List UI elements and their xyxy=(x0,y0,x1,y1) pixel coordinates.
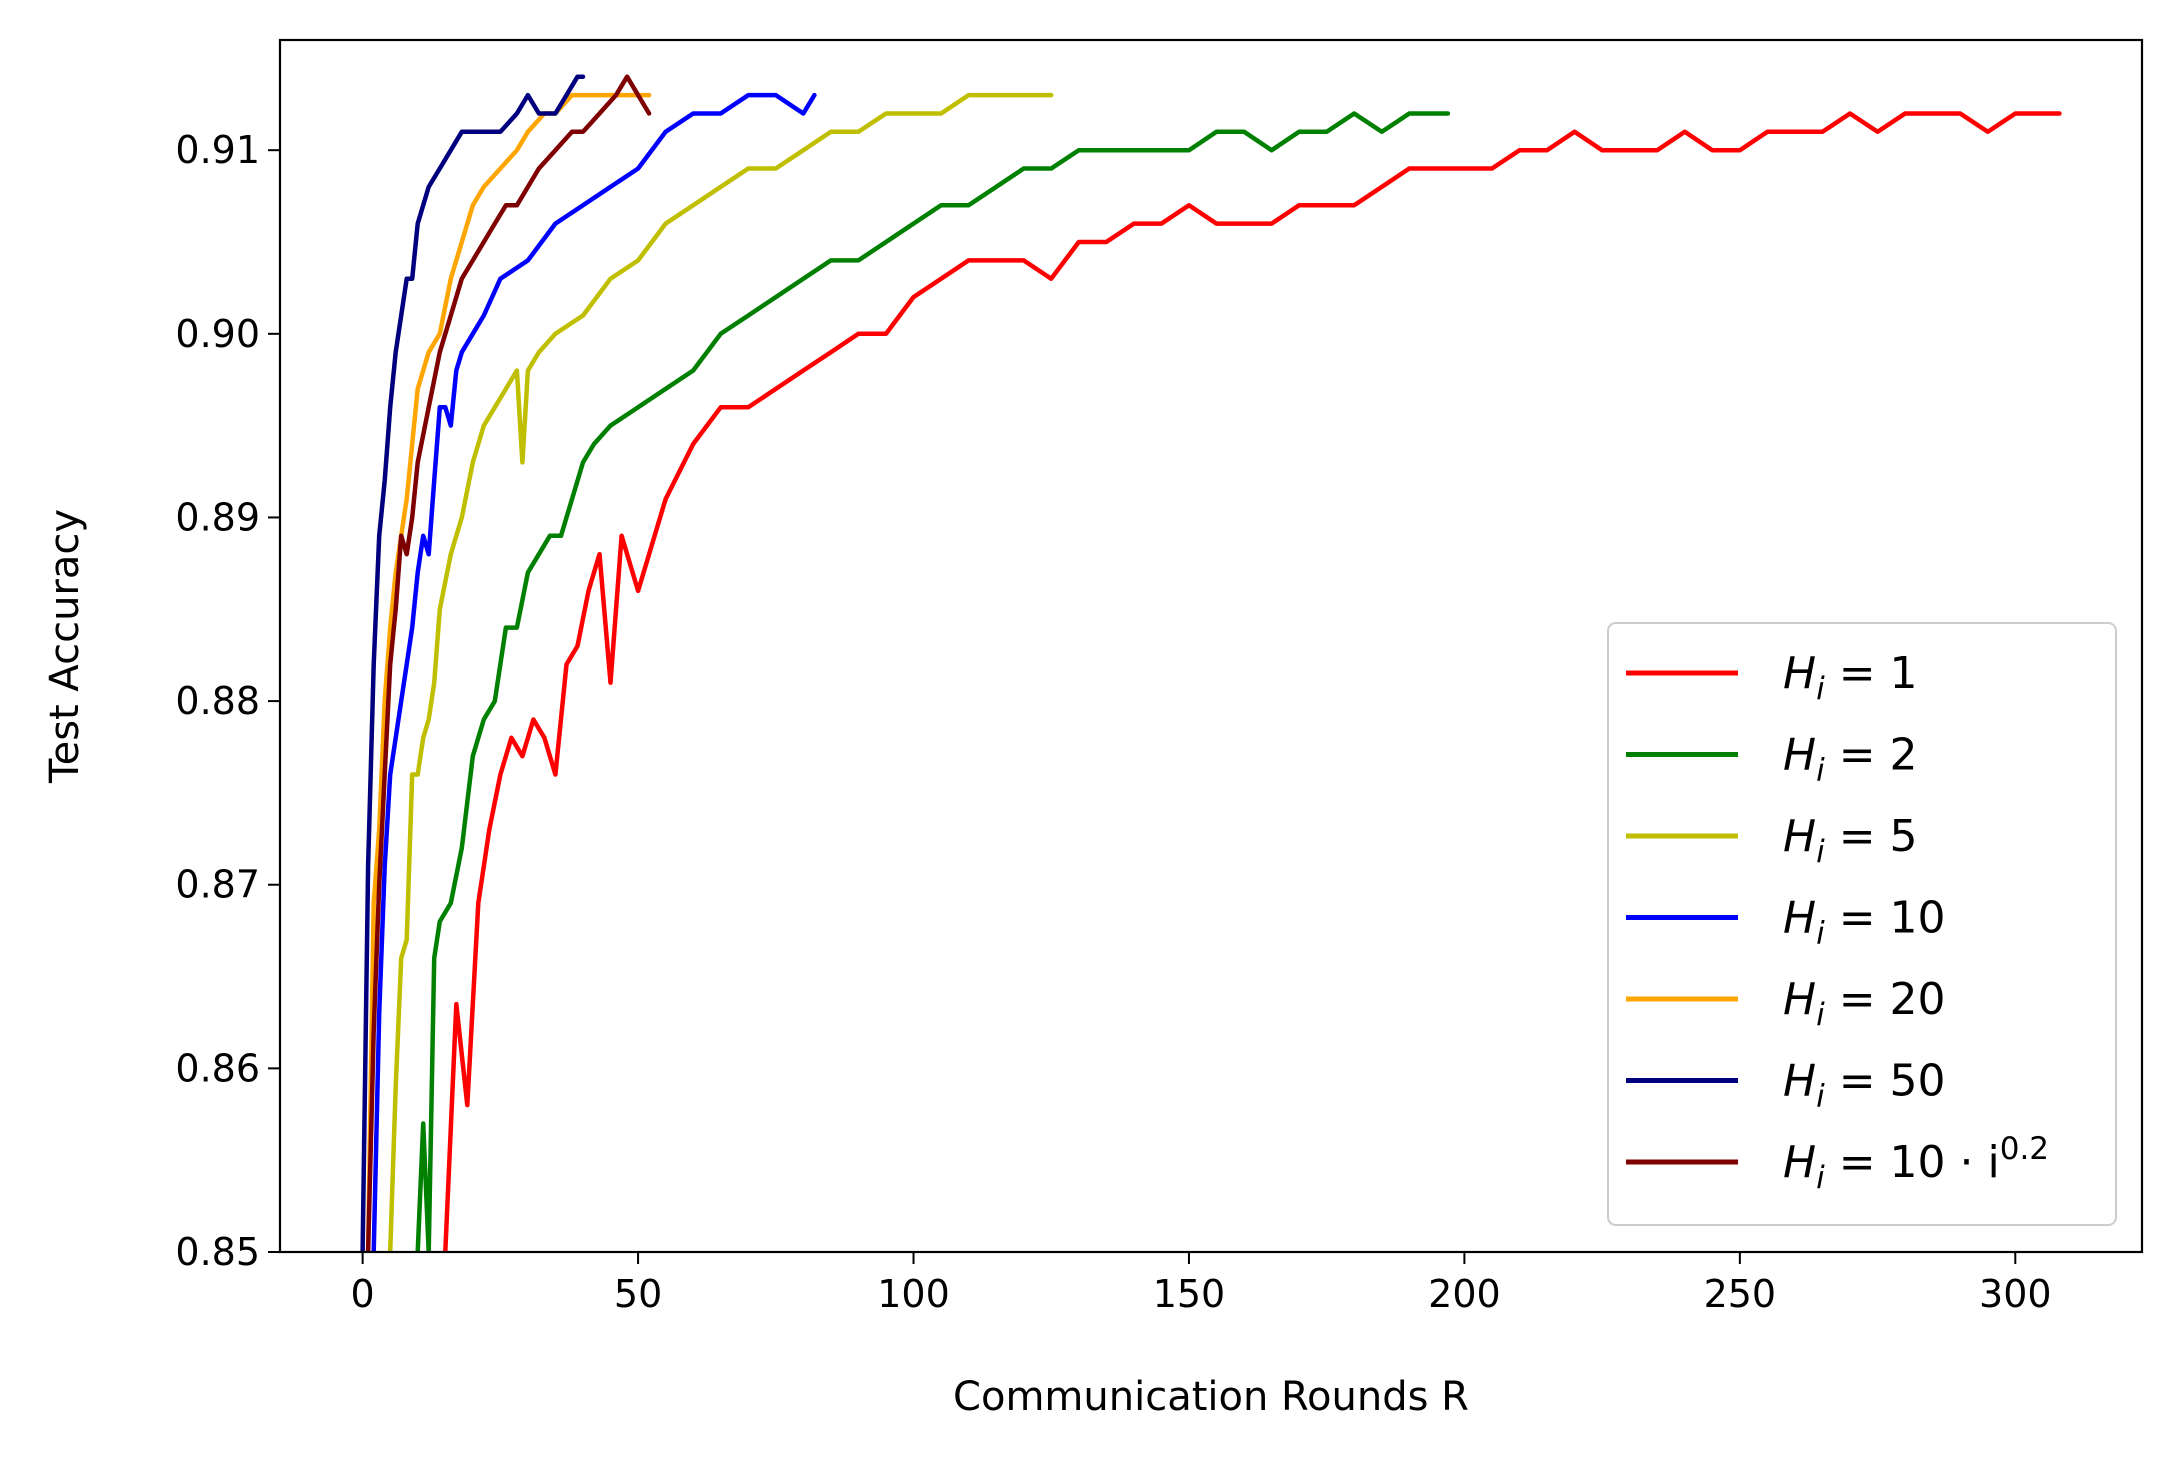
legend-label: Hi = 10 xyxy=(1783,893,1946,952)
series-line-5 xyxy=(360,74,586,1252)
x-tick-label: 200 xyxy=(1428,1272,1501,1316)
series-line-1 xyxy=(415,111,1451,1252)
x-tick-label: 0 xyxy=(351,1272,375,1316)
legend: Hi = 1 Hi = 2 Hi = 5 Hi = 10 Hi = 20 Hi = 50 H… xyxy=(1607,622,2117,1226)
y-tick-label: 0.89 xyxy=(175,495,260,539)
series-line-4 xyxy=(365,92,652,1252)
x-tick-label: 50 xyxy=(614,1272,662,1316)
x-tick-label: 250 xyxy=(1704,1272,1777,1316)
legend-item: Hi = 20 xyxy=(1626,974,1946,1033)
legend-label: Hi = 20 xyxy=(1783,974,1946,1033)
legend-item: Hi = 50 xyxy=(1626,1056,1946,1115)
x-tick-label: 150 xyxy=(1153,1272,1226,1316)
y-tick-label: 0.90 xyxy=(175,312,260,356)
x-axis: 0 50 100 150 200 250 300 xyxy=(351,1252,2052,1316)
legend-box xyxy=(1607,622,2117,1226)
series-line-6 xyxy=(365,74,652,1252)
y-tick-label: 0.85 xyxy=(175,1230,260,1274)
legend-label: Hi = 10 · i0.2 xyxy=(1783,1131,2049,1196)
y-tick-label: 0.87 xyxy=(175,863,260,907)
legend-label: Hi = 1 xyxy=(1783,648,1918,707)
plot-area xyxy=(360,74,2062,1252)
legend-label: Hi = 2 xyxy=(1783,730,1918,789)
y-axis-label: Test Accuracy xyxy=(42,509,88,784)
axes-frame xyxy=(278,38,2144,1254)
legend-label: Hi = 5 xyxy=(1783,811,1918,870)
legend-label: Hi = 50 xyxy=(1783,1056,1946,1115)
x-axis-label: Communication Rounds R xyxy=(953,1374,1469,1420)
x-tick-label: 300 xyxy=(1979,1272,2052,1316)
y-tick-label: 0.86 xyxy=(175,1046,260,1090)
series-line-2 xyxy=(387,92,1054,1252)
legend-item: Hi = 10 xyxy=(1626,893,1946,952)
y-axis: 0.85 0.86 0.87 0.88 0.89 0.90 0.91 xyxy=(175,128,280,1274)
y-tick-label: 0.91 xyxy=(175,128,260,172)
legend-item: Hi = 2 xyxy=(1626,730,1918,789)
series-line-3 xyxy=(371,92,817,1252)
legend-item: Hi = 10 · i0.2 xyxy=(1626,1131,2049,1196)
x-tick-label: 100 xyxy=(877,1272,950,1316)
legend-item: Hi = 1 xyxy=(1626,648,1918,707)
legend-item: Hi = 5 xyxy=(1626,811,1918,870)
y-tick-label: 0.88 xyxy=(175,679,260,723)
series-line-0 xyxy=(443,111,2062,1252)
